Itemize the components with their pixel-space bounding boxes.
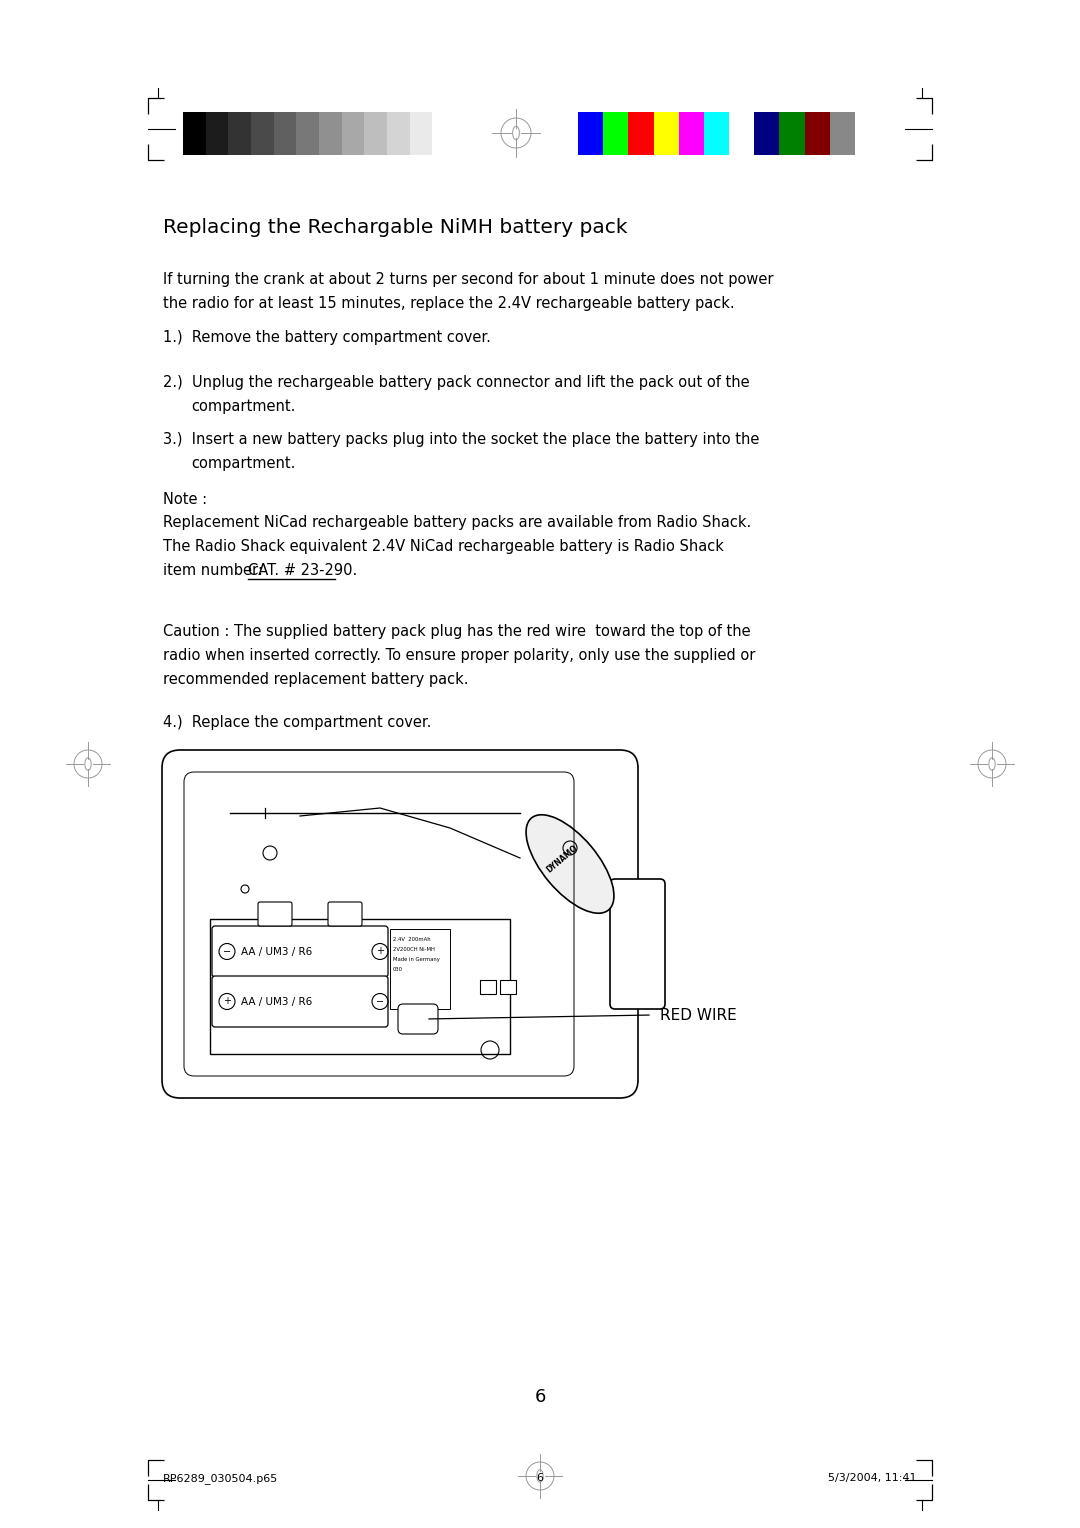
Bar: [341, 112, 364, 154]
Text: RP6289_030504.p65: RP6289_030504.p65: [163, 1473, 279, 1484]
Text: compartment.: compartment.: [191, 399, 295, 414]
Text: 4.)  Replace the compartment cover.: 4.) Replace the compartment cover.: [163, 715, 431, 730]
Bar: [704, 112, 729, 154]
Bar: [805, 112, 829, 154]
FancyBboxPatch shape: [212, 926, 388, 976]
Text: compartment.: compartment.: [191, 455, 295, 471]
Text: DYNAMO: DYNAMO: [544, 843, 579, 874]
Text: 030: 030: [393, 967, 403, 972]
Bar: [578, 112, 604, 154]
Text: Made in Germany: Made in Germany: [393, 957, 440, 963]
Bar: [273, 112, 296, 154]
Text: 2.)  Unplug the rechargeable battery pack connector and lift the pack out of the: 2.) Unplug the rechargeable battery pack…: [163, 374, 750, 390]
Text: 3.)  Insert a new battery packs plug into the socket the place the battery into : 3.) Insert a new battery packs plug into…: [163, 432, 759, 448]
Text: 2V200CH Ni-MH: 2V200CH Ni-MH: [393, 947, 435, 952]
Bar: [480, 979, 496, 995]
Text: Replacing the Rechargable NiMH battery pack: Replacing the Rechargable NiMH battery p…: [163, 219, 627, 237]
Text: CAT. # 23-290.: CAT. # 23-290.: [248, 562, 357, 578]
Text: radio when inserted correctly. To ensure proper polarity, only use the supplied : radio when inserted correctly. To ensure…: [163, 648, 755, 663]
Text: Note :: Note :: [163, 492, 207, 507]
Bar: [205, 112, 228, 154]
Bar: [629, 112, 653, 154]
Text: 6: 6: [535, 1387, 545, 1406]
FancyBboxPatch shape: [610, 879, 665, 1008]
Bar: [387, 112, 409, 154]
FancyBboxPatch shape: [212, 976, 388, 1027]
Bar: [409, 112, 432, 154]
Bar: [210, 918, 510, 1054]
Bar: [296, 112, 319, 154]
Text: If turning the crank at about 2 turns per second for about 1 minute does not pow: If turning the crank at about 2 turns pe…: [163, 272, 773, 287]
Text: 2.4V  200mAh: 2.4V 200mAh: [393, 937, 431, 941]
Bar: [432, 112, 455, 154]
Bar: [319, 112, 341, 154]
Ellipse shape: [526, 814, 613, 914]
Bar: [653, 112, 678, 154]
Text: AA / UM3 / R6: AA / UM3 / R6: [241, 996, 312, 1007]
FancyBboxPatch shape: [399, 1004, 438, 1034]
Bar: [251, 112, 273, 154]
Bar: [678, 112, 704, 154]
FancyBboxPatch shape: [162, 750, 638, 1099]
Text: RED WIRE: RED WIRE: [660, 1007, 737, 1022]
Text: −: −: [376, 996, 384, 1007]
Text: 6: 6: [537, 1473, 543, 1484]
Text: Replacement NiCad rechargeable battery packs are available from Radio Shack.: Replacement NiCad rechargeable battery p…: [163, 515, 752, 530]
Bar: [390, 929, 450, 1008]
Text: 1.)  Remove the battery compartment cover.: 1.) Remove the battery compartment cover…: [163, 330, 491, 345]
Bar: [754, 112, 780, 154]
Text: The Radio Shack equivalent 2.4V NiCad rechargeable battery is Radio Shack: The Radio Shack equivalent 2.4V NiCad re…: [163, 539, 724, 555]
Text: 5/3/2004, 11:41: 5/3/2004, 11:41: [828, 1473, 917, 1484]
Text: the radio for at least 15 minutes, replace the 2.4V rechargeable battery pack.: the radio for at least 15 minutes, repla…: [163, 296, 734, 312]
FancyBboxPatch shape: [328, 902, 362, 926]
Bar: [364, 112, 387, 154]
Text: AA / UM3 / R6: AA / UM3 / R6: [241, 946, 312, 957]
Text: +: +: [376, 946, 384, 957]
Bar: [228, 112, 251, 154]
Text: +: +: [222, 996, 231, 1007]
Bar: [729, 112, 754, 154]
Bar: [500, 979, 516, 995]
Text: −: −: [222, 946, 231, 957]
Bar: [183, 112, 205, 154]
Bar: [604, 112, 629, 154]
Text: item number:: item number:: [163, 562, 268, 578]
Text: recommended replacement battery pack.: recommended replacement battery pack.: [163, 672, 469, 688]
Text: Caution : The supplied battery pack plug has the red wire  toward the top of the: Caution : The supplied battery pack plug…: [163, 623, 751, 639]
Bar: [780, 112, 805, 154]
Bar: [829, 112, 855, 154]
FancyBboxPatch shape: [258, 902, 292, 926]
